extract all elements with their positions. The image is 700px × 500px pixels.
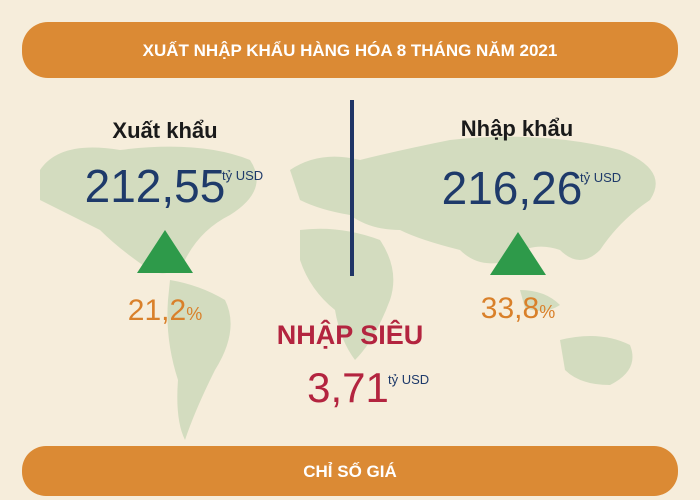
import-growth-unit: % <box>539 302 555 322</box>
deficit-label: NHẬP SIÊU <box>277 319 424 350</box>
header-banner <box>22 22 678 78</box>
import-growth-value: 33,8 <box>481 292 539 325</box>
import-growth: 33,8% <box>481 292 555 325</box>
deficit-unit: tỷ USD <box>388 372 429 387</box>
deficit-value: 3,71 <box>307 364 389 411</box>
export-up-arrow <box>137 230 193 273</box>
footer-banner <box>22 446 678 496</box>
export-unit: tỷ USD <box>222 168 263 183</box>
import-label: Nhập khẩu <box>461 116 573 141</box>
header-title: XUẤT NHẬP KHẨU HÀNG HÓA 8 THÁNG NĂM 2021 <box>143 41 558 60</box>
import-up-arrow <box>490 232 546 275</box>
export-value: 212,55 <box>85 160 226 212</box>
export-growth-value: 21,2 <box>128 294 186 327</box>
export-growth: 21,2% <box>128 294 202 327</box>
footer-title: CHỈ SỐ GIÁ <box>303 461 397 481</box>
import-value: 216,26 <box>442 162 583 214</box>
export-growth-unit: % <box>186 304 202 324</box>
export-label: Xuất khẩu <box>112 118 217 143</box>
import-unit: tỷ USD <box>580 170 621 185</box>
world-map <box>40 136 656 440</box>
